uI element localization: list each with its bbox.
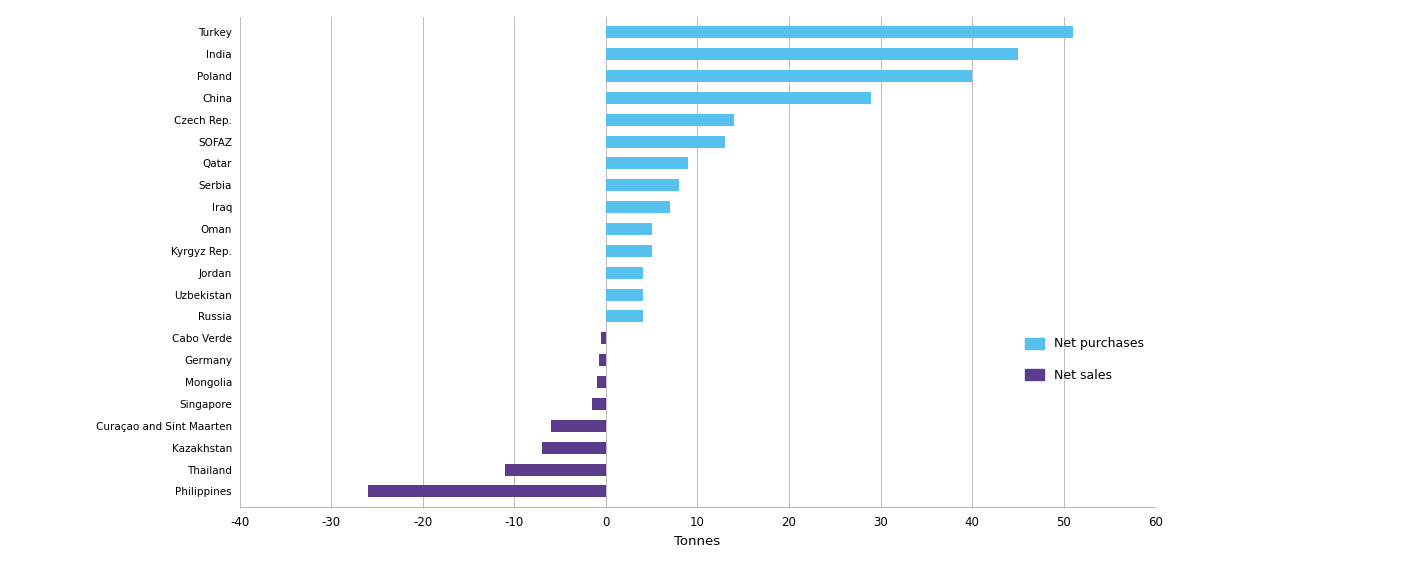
Bar (606, 26, 1074, 38)
Bar (592, 398, 606, 410)
Bar (606, 201, 671, 213)
Bar (606, 223, 651, 235)
Bar (551, 420, 606, 432)
Bar (606, 70, 972, 82)
Bar (606, 48, 1017, 60)
Legend: Net purchases, Net sales: Net purchases, Net sales (1020, 332, 1150, 387)
Bar (541, 441, 606, 454)
X-axis label: Tonnes: Tonnes (675, 535, 720, 548)
Bar (606, 289, 643, 301)
Bar (606, 267, 643, 279)
Bar (606, 310, 643, 323)
Bar (599, 354, 606, 366)
Bar (606, 136, 726, 148)
Bar (506, 463, 606, 476)
Bar (606, 179, 679, 191)
Bar (368, 485, 606, 497)
Bar (606, 158, 689, 169)
Bar (597, 376, 606, 388)
Bar (602, 332, 606, 345)
Bar (606, 92, 871, 104)
Bar (606, 245, 651, 257)
Bar (606, 114, 734, 126)
